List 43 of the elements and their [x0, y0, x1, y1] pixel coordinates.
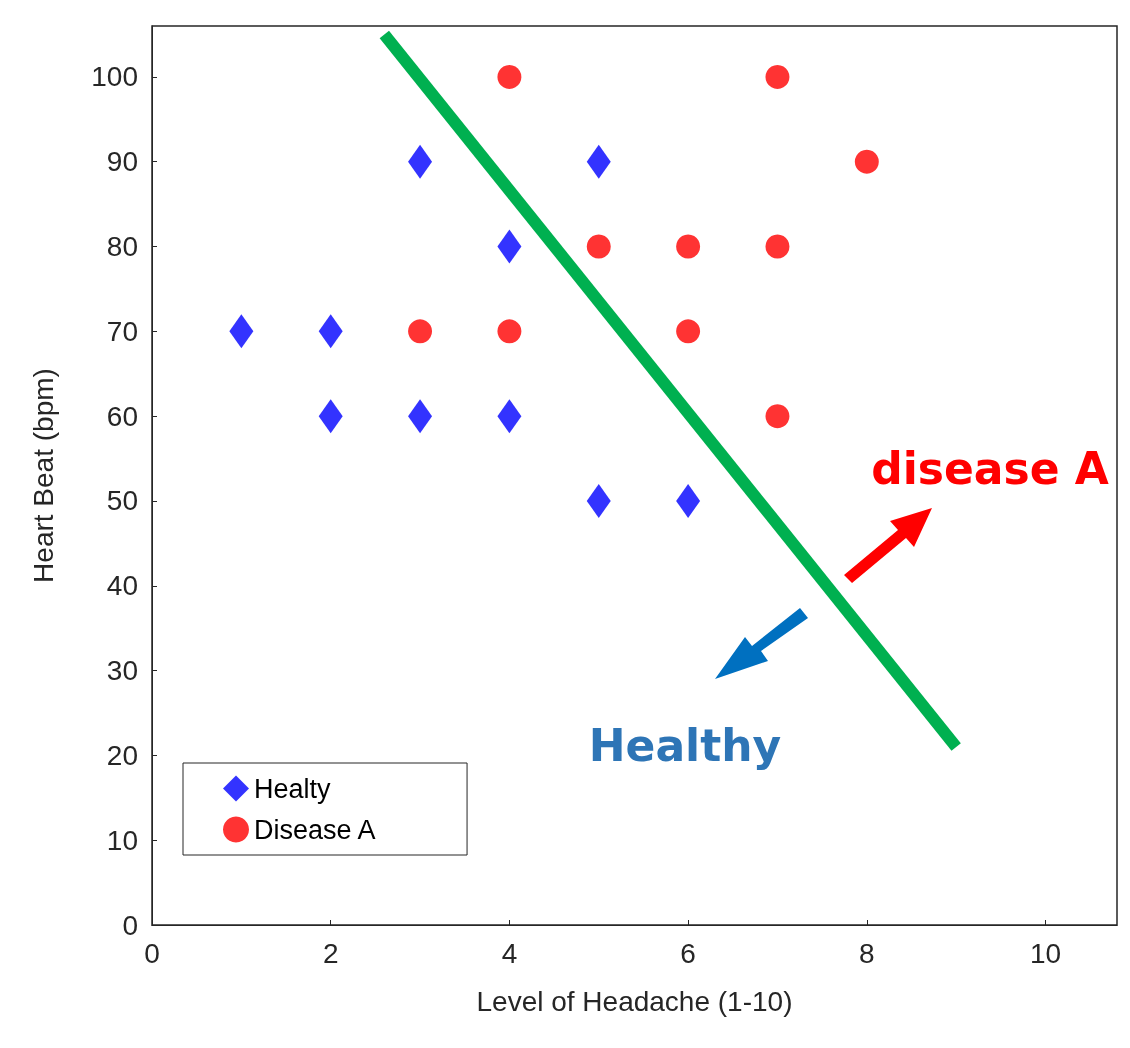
point: [408, 319, 433, 344]
y-tick-label: 90: [106, 146, 138, 178]
y-tick-label: 80: [106, 231, 138, 263]
y-tick-label: 50: [106, 485, 138, 517]
point: [765, 64, 790, 89]
y-tick-label: 20: [106, 739, 138, 771]
x-tick-label: 10: [1029, 937, 1062, 969]
point: [676, 234, 701, 259]
point: [497, 399, 522, 434]
point: [765, 404, 790, 429]
point: [586, 234, 611, 259]
point: [676, 319, 701, 344]
x-tick-label: 4: [501, 937, 518, 969]
y-tick-label: 100: [91, 61, 138, 93]
point: [229, 314, 254, 349]
x-tick-label: 0: [144, 937, 160, 969]
y-tick-label: 60: [106, 400, 138, 432]
legend-label: Disease A: [254, 814, 376, 845]
point: [497, 319, 522, 344]
y-tick-label: 30: [106, 655, 138, 687]
y-tick-label: 70: [106, 315, 138, 347]
point: [408, 144, 433, 179]
x-tick-label: 2: [322, 937, 339, 969]
y-tick-label: 10: [106, 824, 138, 856]
x-tick-label: 6: [680, 937, 696, 969]
point: [497, 229, 522, 264]
point: [854, 149, 879, 174]
x-axis-title: Level of Headache (1-10): [476, 985, 793, 1017]
point: [586, 483, 611, 518]
y-axis-title: Heart Beat (bpm): [27, 368, 59, 583]
point: [318, 314, 343, 349]
point: [586, 144, 611, 179]
point: [765, 234, 790, 259]
point: [497, 64, 522, 89]
y-tick-label: 0: [122, 909, 138, 941]
legend-label: Healty: [254, 773, 332, 804]
point: [318, 399, 343, 434]
point: [408, 399, 433, 434]
annotation: Healthy: [588, 719, 782, 771]
x-tick-label: 8: [859, 937, 875, 969]
point: [676, 483, 701, 518]
annotation: disease A: [871, 442, 1109, 494]
y-tick-label: 40: [106, 570, 138, 602]
